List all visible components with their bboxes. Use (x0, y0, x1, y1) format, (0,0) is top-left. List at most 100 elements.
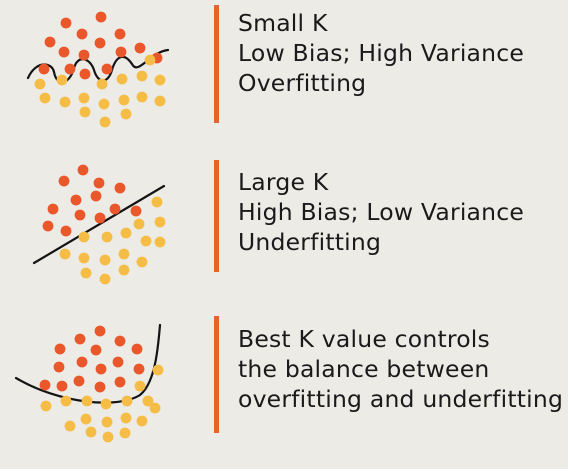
class-b-point (118, 248, 130, 260)
class-a-point (73, 375, 85, 387)
accent-bar-best-k (214, 316, 219, 433)
class-b-point (152, 364, 164, 376)
class-b-point (99, 116, 111, 128)
class-a-point (115, 46, 127, 58)
class-b-point (79, 106, 91, 118)
class-b-point (59, 248, 71, 260)
large-k-fit: Underfitting (238, 228, 382, 256)
class-a-point (114, 335, 126, 347)
class-b-point (120, 108, 132, 120)
class-b-point (78, 92, 90, 104)
small-k-scatter-plot (26, 11, 170, 128)
large-k-bias-variance: High Bias; Low Variance (238, 198, 525, 226)
class-b-point (78, 231, 90, 243)
large-k-scatter-plot (32, 164, 166, 285)
class-a-point (94, 381, 106, 393)
class-a-point (95, 363, 107, 375)
class-a-point (44, 36, 56, 48)
best-k-line-3: overfitting and underfitting (238, 385, 564, 413)
class-a-point (130, 205, 142, 217)
small-k-title: Small K (238, 9, 328, 37)
class-b-point (101, 416, 113, 428)
class-a-point (77, 164, 89, 176)
class-b-point (85, 426, 97, 438)
class-b-point (102, 431, 114, 443)
class-a-point (42, 220, 54, 232)
best-k-scatter-plot (14, 323, 164, 443)
class-b-point (78, 252, 90, 264)
class-a-point (95, 11, 107, 23)
class-b-point (80, 267, 92, 279)
class-a-point (47, 203, 59, 215)
class-a-point (58, 175, 70, 187)
class-b-point (96, 78, 108, 90)
class-a-point (93, 177, 105, 189)
class-a-point (133, 363, 145, 375)
decision-boundary-line (14, 323, 162, 404)
class-b-point (154, 74, 166, 86)
class-a-point (94, 212, 106, 224)
class-b-point (154, 95, 166, 107)
class-b-point (56, 74, 68, 86)
class-b-point (134, 380, 146, 392)
class-b-point (59, 96, 71, 108)
large-k-text: Large K High Bias; Low Variance Underfit… (238, 167, 524, 257)
class-a-point (56, 380, 68, 392)
class-b-point (144, 54, 156, 66)
class-b-point (81, 395, 93, 407)
class-b-point (60, 395, 72, 407)
class-b-point (64, 420, 76, 432)
class-b-point (133, 218, 145, 230)
class-a-point (76, 356, 88, 368)
class-a-point (60, 17, 72, 29)
class-b-point (100, 398, 112, 410)
class-a-point (76, 28, 88, 40)
decision-boundary-line (32, 184, 166, 265)
class-a-point (74, 333, 86, 345)
best-k-line-2: the balance between (238, 355, 490, 383)
decision-boundary-line (26, 48, 170, 84)
class-b-point (119, 427, 131, 439)
class-b-point (99, 254, 111, 266)
class-b-point (98, 98, 110, 110)
class-a-point (38, 63, 50, 75)
class-b-point (116, 73, 128, 85)
class-a-point (64, 63, 76, 75)
class-b-point (39, 92, 51, 104)
class-b-point (154, 216, 166, 228)
class-b-point (40, 400, 52, 412)
class-a-point (79, 68, 91, 80)
class-a-point (39, 379, 51, 391)
best-k-text: Best K value controls the balance betwee… (238, 324, 563, 414)
class-a-point (60, 225, 72, 237)
class-b-point (142, 395, 154, 407)
class-a-point (90, 344, 102, 356)
class-b-point (136, 415, 148, 427)
class-a-point (109, 203, 121, 215)
class-a-point (53, 361, 65, 373)
best-k-line-1: Best K value controls (238, 325, 490, 353)
class-a-point (54, 343, 66, 355)
accent-bar-small-k (214, 5, 219, 123)
small-k-bias-variance: Low Bias; High Variance (238, 39, 525, 67)
class-b-point (118, 264, 130, 276)
class-b-point (136, 70, 148, 82)
class-b-point (118, 94, 130, 106)
class-b-point (136, 256, 148, 268)
class-a-point (101, 63, 113, 75)
class-a-point (114, 182, 126, 194)
class-b-point (120, 412, 132, 424)
large-k-title: Large K (238, 168, 329, 196)
class-b-point (120, 227, 132, 239)
class-a-point (94, 325, 106, 337)
class-a-point (131, 343, 143, 355)
class-b-point (136, 91, 148, 103)
class-a-point (74, 209, 86, 221)
small-k-text: Small K Low Bias; High Variance Overfitt… (238, 8, 524, 98)
class-b-point (99, 273, 111, 285)
class-b-point (149, 402, 161, 414)
small-k-fit: Overfitting (238, 69, 367, 97)
class-a-point (114, 28, 126, 40)
class-a-point (90, 190, 102, 202)
